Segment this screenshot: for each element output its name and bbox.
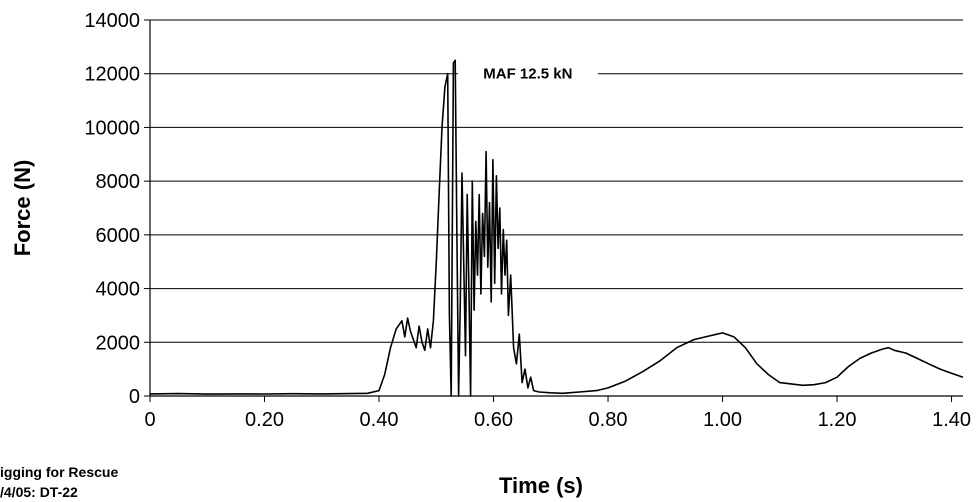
x-axis-ticks: 0 0.20 0.40 0.60 0.80 1.00 1.20 1.40 [144,396,971,431]
y-tick-label: 12000 [84,64,140,86]
y-axis-ticks: 0 2000 4000 6000 8000 10000 12000 14000 [84,10,150,408]
x-tick-label: 0.40 [360,409,399,431]
y-tick-label: 10000 [84,117,140,139]
x-tick-label: 0 [144,409,155,431]
footer-line-2: /4/05: DT-22 [0,484,78,500]
x-tick-label: 0.20 [245,409,284,431]
x-tick-label: 1.40 [932,409,971,431]
x-axis-title: Time (s) [499,473,583,498]
footer-line-1: igging for Rescue [0,464,119,480]
annotation-background [457,61,598,86]
x-tick-label: 1.00 [703,409,742,431]
y-tick-label: 2000 [96,332,141,354]
x-tick-label: 0.60 [474,409,513,431]
y-axis-title: Force (N) [10,160,35,257]
y-tick-label: 4000 [96,279,141,301]
x-tick-label: 1.20 [818,409,857,431]
y-tick-label: 8000 [96,171,141,193]
plot-frame [149,20,963,397]
y-tick-label: 6000 [96,225,141,247]
x-tick-label: 0.80 [589,409,628,431]
annotation-group: MAF 12.5 kN [457,61,598,86]
y-tick-label: 0 [129,386,140,408]
force-series-line [149,59,964,397]
series-group [149,59,964,397]
y-tick-label: 14000 [84,10,140,32]
annotation-label: MAF 12.5 kN [483,66,572,83]
